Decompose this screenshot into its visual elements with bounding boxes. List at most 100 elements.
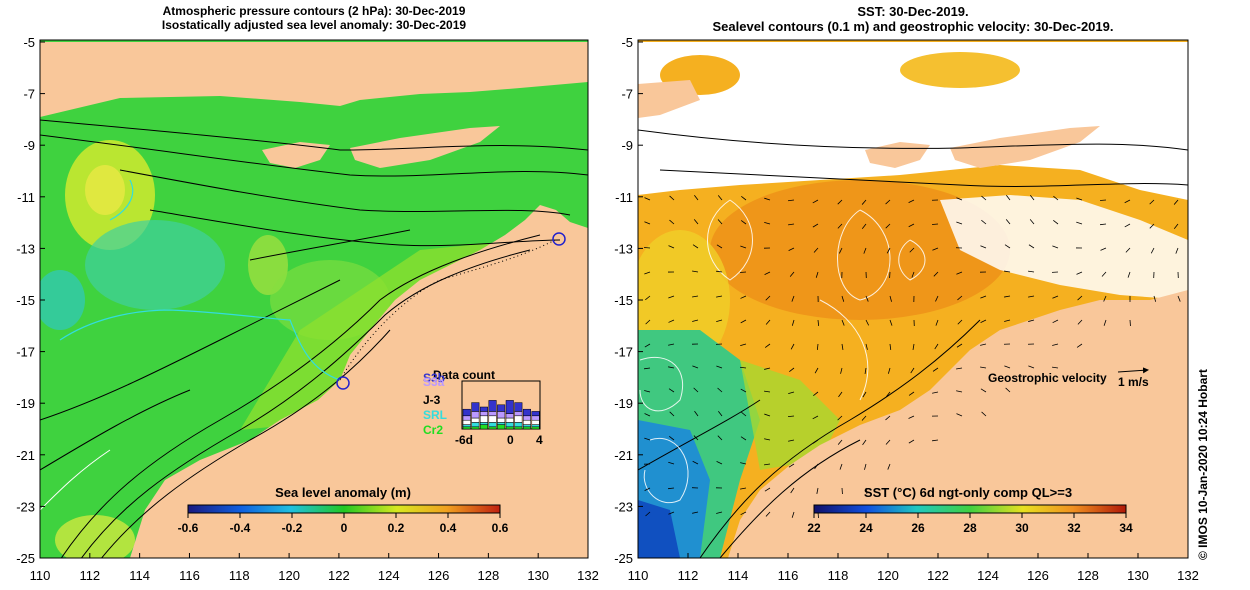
velocity-vector (740, 462, 747, 465)
sla-cb-tick-label: -0.2 (282, 521, 303, 535)
velocity-vector (1150, 247, 1155, 254)
velocity-vector (1153, 295, 1157, 302)
left-y-tick-label: -19 (16, 396, 35, 411)
velocity-vector (957, 319, 963, 325)
velocity-vector (838, 391, 843, 398)
data-count-bar (522, 426, 531, 430)
velocity-vector (935, 295, 939, 302)
data-count-bar (522, 415, 531, 421)
left-title-line2: Isostatically adjusted sea level anomaly… (161, 18, 467, 32)
velocity-vector (764, 438, 771, 441)
left-x-tick-label: 112 (79, 568, 100, 583)
sat-label-s3a: S3a (423, 375, 445, 389)
velocity-vector (1053, 195, 1059, 201)
left-y-tick-label: -7 (23, 87, 35, 102)
left-y-tick-label: -11 (17, 190, 35, 205)
velocity-vector (718, 410, 723, 417)
velocity-vector (1052, 366, 1059, 369)
velocity-vector (668, 343, 675, 346)
velocity-vector (789, 271, 795, 277)
right-y-tick-label: -25 (614, 551, 633, 566)
velocity-vector (1103, 319, 1107, 326)
velocity-vector (739, 271, 747, 273)
data-count-bar (462, 408, 471, 417)
velocity-vector (1076, 343, 1083, 348)
velocity-vector (911, 271, 915, 278)
sla-cb-tick-label: 0 (341, 521, 348, 535)
data-count-bar (462, 415, 471, 421)
tide-gauge-marker[interactable] (552, 232, 566, 246)
data-count-bar (488, 422, 497, 428)
sealevel-contours (638, 129, 1188, 558)
right-x-tick-label: 114 (728, 568, 749, 583)
sla-cb-tick-label: 0.6 (492, 521, 509, 535)
velocity-vector (865, 295, 869, 302)
data-count-bar (462, 419, 471, 425)
velocity-vector (693, 219, 699, 225)
right-map-frame (637, 39, 1189, 559)
velocity-vector (933, 271, 939, 277)
velocity-vector (1173, 199, 1179, 205)
australia-land-right (728, 290, 1188, 558)
velocity-vector (889, 343, 892, 351)
velocity-vector (956, 271, 963, 275)
velocity-vector (956, 390, 963, 393)
right-x-tick-label: 116 (778, 568, 799, 583)
velocity-vector (1005, 219, 1011, 225)
velocity-vector (764, 413, 771, 417)
velocity-vector (788, 439, 795, 442)
left-y-tick-label: -17 (16, 345, 35, 360)
right-title-line2: Sealevel contours (0.1 m) and geostrophi… (712, 19, 1114, 34)
tide-gauge-marker[interactable] (336, 376, 350, 390)
velocity-vector (644, 271, 651, 275)
right-x-tick-label: 124 (977, 568, 999, 583)
data-count-bar (479, 406, 488, 412)
velocity-vector (764, 463, 771, 466)
velocity-vector (645, 319, 651, 325)
positive-anomaly-core (85, 165, 125, 215)
velocity-vector (644, 390, 651, 393)
velocity-vector (694, 410, 699, 417)
data-count-bar (522, 419, 531, 425)
left-x-tick-label: 122 (328, 568, 350, 583)
velocity-vector (861, 415, 867, 421)
velocity-vector (1175, 247, 1179, 254)
velocity-vector (908, 415, 915, 419)
dc-tick-4: 4 (536, 433, 543, 447)
data-count-bar (497, 411, 506, 419)
velocity-vector (669, 219, 675, 225)
velocity-vector (956, 221, 963, 225)
cloud-mask-east (940, 195, 1188, 300)
velocity-vector (1028, 270, 1035, 273)
velocity-vector (1173, 223, 1179, 229)
left-y-tick-label: -15 (16, 293, 35, 308)
right-x-tick-label: 126 (1027, 568, 1049, 583)
velocity-vector (812, 415, 819, 420)
velocity-vector (887, 463, 891, 470)
sat-label-srl: SRL (423, 408, 447, 422)
velocity-vector (885, 415, 891, 421)
data-count-bar (462, 424, 471, 428)
velocity-vector (716, 295, 723, 298)
velocity-vector (644, 197, 651, 201)
velocity-vector (644, 367, 651, 370)
velocity-vector (791, 319, 795, 326)
geostrophic-velocity-vectors (643, 194, 1181, 519)
sat-label-s3b: S3b (423, 371, 445, 385)
sat-label-j3: J-3 (423, 393, 441, 407)
velocity-vector (740, 343, 747, 347)
right-y-tick-label: -7 (621, 87, 633, 102)
sumba-island (262, 142, 330, 168)
right-x-tick-label: 130 (1127, 568, 1149, 583)
velocity-vector (644, 343, 651, 348)
data-count-bar (471, 422, 480, 428)
velocity-vector (908, 439, 915, 444)
velocity-vector (1004, 270, 1011, 273)
velocity-vector (956, 197, 963, 201)
velocity-vector (864, 463, 867, 470)
left-x-tick-label: 130 (527, 568, 549, 583)
velocity-vector (668, 366, 675, 369)
srl-track-north (109, 179, 134, 221)
right-x-tick-label: 128 (1077, 568, 1099, 583)
data-count-bar (488, 426, 497, 430)
